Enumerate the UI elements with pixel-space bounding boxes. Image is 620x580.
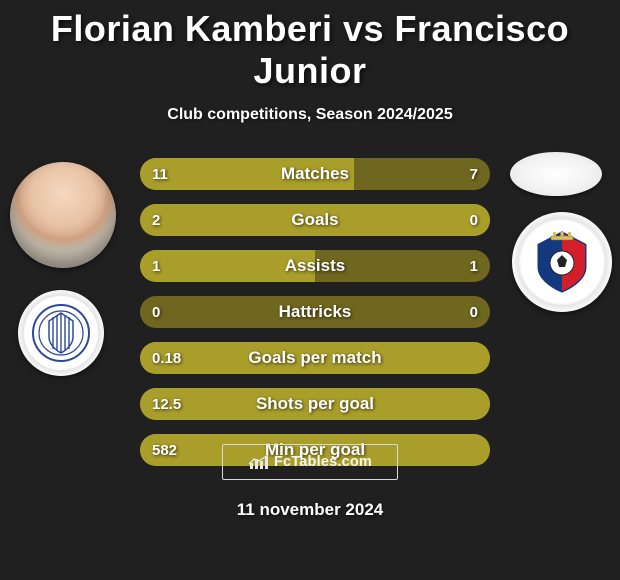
subtitle: Club competitions, Season 2024/2025 bbox=[0, 106, 620, 124]
page-title: Florian Kamberi vs Francisco Junior bbox=[0, 0, 620, 92]
bar-track bbox=[140, 296, 490, 328]
stat-row: Matches117 bbox=[140, 158, 490, 190]
stat-row: Hattricks00 bbox=[140, 296, 490, 328]
stat-bars: Matches117 Goals20 Assists11 Hattricks00 Goa… bbox=[140, 158, 490, 466]
right-player-column bbox=[506, 158, 616, 468]
fc-botosani-crest-icon bbox=[527, 227, 597, 297]
fctables-label: FcTables.com bbox=[274, 454, 372, 470]
player-right-avatar bbox=[510, 152, 602, 196]
stat-row: Shots per goal12.5 bbox=[140, 388, 490, 420]
bar-fill bbox=[140, 204, 490, 236]
comparison-card: Florian Kamberi vs Francisco Junior Club… bbox=[0, 0, 620, 580]
stat-row: Assists11 bbox=[140, 250, 490, 282]
player-left-club-crest bbox=[18, 290, 104, 376]
player-left-avatar bbox=[10, 162, 116, 268]
bar-chart-icon bbox=[248, 453, 270, 471]
bar-fill bbox=[140, 250, 315, 282]
poli-iasi-crest-icon bbox=[31, 303, 91, 363]
chart-area: Matches117 Goals20 Assists11 Hattricks00 Goa… bbox=[0, 158, 620, 468]
left-player-column bbox=[4, 158, 114, 468]
fctables-logo[interactable]: FcTables.com bbox=[222, 444, 398, 480]
stat-row: Goals per match0.18 bbox=[140, 342, 490, 374]
stat-row: Goals20 bbox=[140, 204, 490, 236]
bar-fill bbox=[140, 388, 490, 420]
bar-fill bbox=[140, 158, 354, 190]
player-right-club-crest bbox=[512, 212, 612, 312]
date-label: 11 november 2024 bbox=[0, 500, 620, 520]
bar-fill bbox=[140, 342, 490, 374]
